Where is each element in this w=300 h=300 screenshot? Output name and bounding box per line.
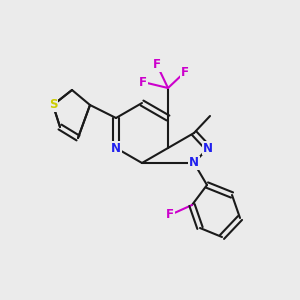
Text: N: N [111,142,121,154]
Text: N: N [189,157,199,169]
Text: F: F [153,58,161,71]
Text: F: F [166,208,174,221]
Text: N: N [203,142,213,154]
Text: F: F [139,76,147,88]
Text: S: S [49,98,57,112]
Text: F: F [181,65,189,79]
